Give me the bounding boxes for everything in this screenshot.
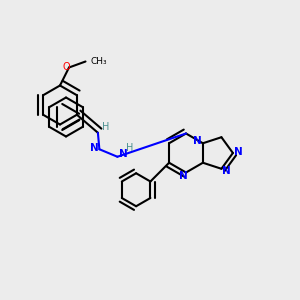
Text: H: H	[126, 143, 133, 153]
Text: N: N	[222, 166, 230, 176]
Text: N: N	[178, 171, 188, 181]
Text: N: N	[193, 136, 202, 146]
Text: O: O	[63, 62, 70, 73]
Text: N: N	[90, 143, 98, 153]
Text: N: N	[234, 146, 243, 157]
Text: CH₃: CH₃	[90, 57, 106, 66]
Text: N: N	[119, 149, 128, 159]
Text: H: H	[102, 122, 109, 132]
